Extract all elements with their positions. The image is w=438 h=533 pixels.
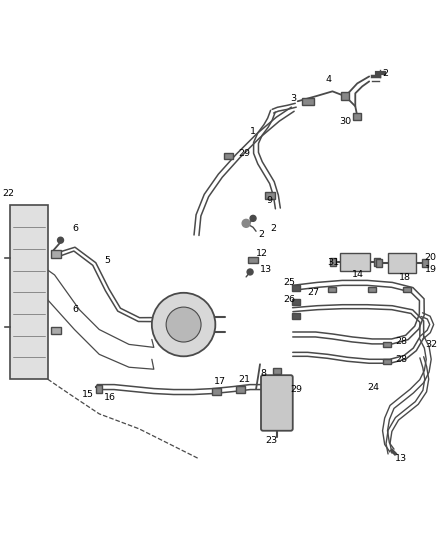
Text: 14: 14: [352, 270, 364, 279]
Bar: [96, 385, 102, 393]
Bar: [212, 387, 221, 394]
Text: 5: 5: [104, 255, 110, 264]
Bar: [422, 259, 428, 267]
Bar: [330, 258, 336, 266]
Text: 29: 29: [238, 149, 250, 158]
Text: 28: 28: [395, 355, 407, 364]
Bar: [51, 250, 60, 258]
Text: 8: 8: [260, 369, 266, 378]
Text: 17: 17: [214, 377, 226, 385]
Text: 6: 6: [72, 224, 78, 233]
Bar: [292, 285, 300, 291]
Text: 21: 21: [238, 375, 250, 384]
Bar: [340, 253, 370, 271]
Text: 13: 13: [395, 454, 407, 463]
Text: 23: 23: [265, 436, 277, 445]
FancyBboxPatch shape: [261, 375, 293, 431]
Circle shape: [247, 269, 253, 275]
Circle shape: [152, 293, 215, 357]
Bar: [368, 287, 376, 292]
Circle shape: [242, 220, 250, 227]
Bar: [248, 257, 258, 263]
Bar: [353, 112, 361, 119]
Text: 2: 2: [270, 224, 276, 233]
Bar: [388, 253, 416, 273]
Text: 32: 32: [425, 340, 437, 349]
Text: 22: 22: [2, 189, 14, 198]
Text: 18: 18: [399, 273, 411, 282]
Bar: [383, 342, 391, 347]
Text: 9: 9: [266, 196, 272, 205]
Text: 28: 28: [395, 337, 407, 346]
Text: 2: 2: [258, 230, 264, 239]
Text: 26: 26: [283, 295, 295, 304]
Text: 1: 1: [250, 126, 256, 135]
Text: 20: 20: [425, 253, 437, 262]
Text: 12: 12: [256, 248, 268, 257]
Text: 25: 25: [283, 278, 295, 287]
Text: 30: 30: [339, 117, 352, 126]
Text: 19: 19: [425, 265, 437, 274]
Text: 6: 6: [72, 305, 78, 314]
Text: 3: 3: [290, 94, 296, 103]
Text: 31: 31: [328, 257, 339, 266]
Text: 15: 15: [82, 390, 94, 399]
Text: 24: 24: [367, 383, 379, 392]
Circle shape: [57, 237, 64, 243]
Bar: [236, 385, 245, 392]
Bar: [302, 98, 314, 105]
Bar: [376, 259, 382, 267]
Bar: [328, 287, 336, 292]
Text: 16: 16: [104, 392, 116, 401]
Bar: [292, 299, 300, 305]
Bar: [224, 153, 233, 159]
Text: 2: 2: [382, 69, 388, 78]
Circle shape: [166, 307, 201, 342]
Text: 4: 4: [325, 75, 332, 84]
Bar: [374, 258, 380, 266]
Bar: [10, 205, 48, 379]
Bar: [265, 192, 275, 199]
Text: 13: 13: [260, 265, 272, 274]
Bar: [273, 368, 281, 374]
Text: 27: 27: [307, 288, 320, 297]
Bar: [341, 92, 350, 100]
Bar: [383, 359, 391, 364]
Bar: [292, 313, 300, 319]
Circle shape: [250, 215, 256, 221]
Bar: [51, 327, 60, 335]
Text: 29: 29: [291, 385, 303, 393]
Bar: [403, 287, 411, 292]
